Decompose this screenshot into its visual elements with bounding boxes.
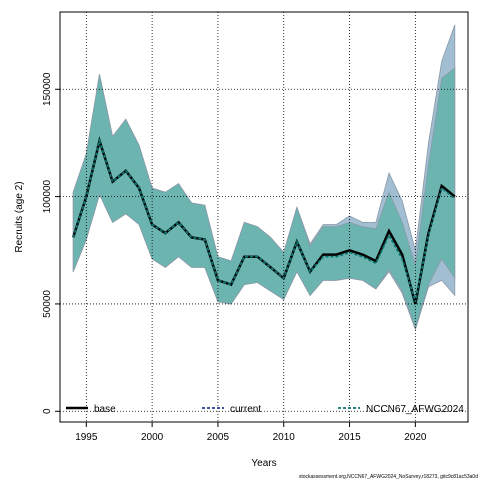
series-line-NCCN67_AFWG2024 <box>72 137 456 303</box>
legend-label-NCCN67_AFWG2024: NCCN67_AFWG2024 <box>366 404 464 415</box>
y-tick-label-50000: 50000 <box>42 290 53 318</box>
y-axis: 0 50000 100000 150000 <box>42 72 60 414</box>
y-tick-label-150000: 150000 <box>42 72 53 106</box>
x-tick-label-2005: 2005 <box>207 432 230 443</box>
series-lines <box>72 136 456 305</box>
x-axis: 1995 2000 2005 2010 2015 2020 <box>75 422 427 443</box>
legend-label-base: base <box>94 404 116 415</box>
grid-lines <box>60 12 468 422</box>
y-tick-label-100000: 100000 <box>42 179 53 213</box>
legend-label-current: current <box>230 404 261 415</box>
footer-note: stockassessment.org,NCCN67_AFWG2024_NoSu… <box>299 474 478 480</box>
x-tick-label-2000: 2000 <box>141 432 164 443</box>
y-axis-label: Recruits (age 2) <box>14 181 25 252</box>
legend: base current NCCN67_AFWG2024 <box>66 404 464 415</box>
x-tick-label-2020: 2020 <box>404 432 427 443</box>
plot-frame <box>59 11 469 423</box>
x-tick-label-2015: 2015 <box>338 432 361 443</box>
band-NCCN67_AFWG2024 <box>72 66 456 329</box>
x-tick-label-2010: 2010 <box>273 432 296 443</box>
x-tick-label-1995: 1995 <box>75 432 98 443</box>
y-tick-label-0: 0 <box>42 408 53 414</box>
x-axis-label: Years <box>251 458 276 469</box>
